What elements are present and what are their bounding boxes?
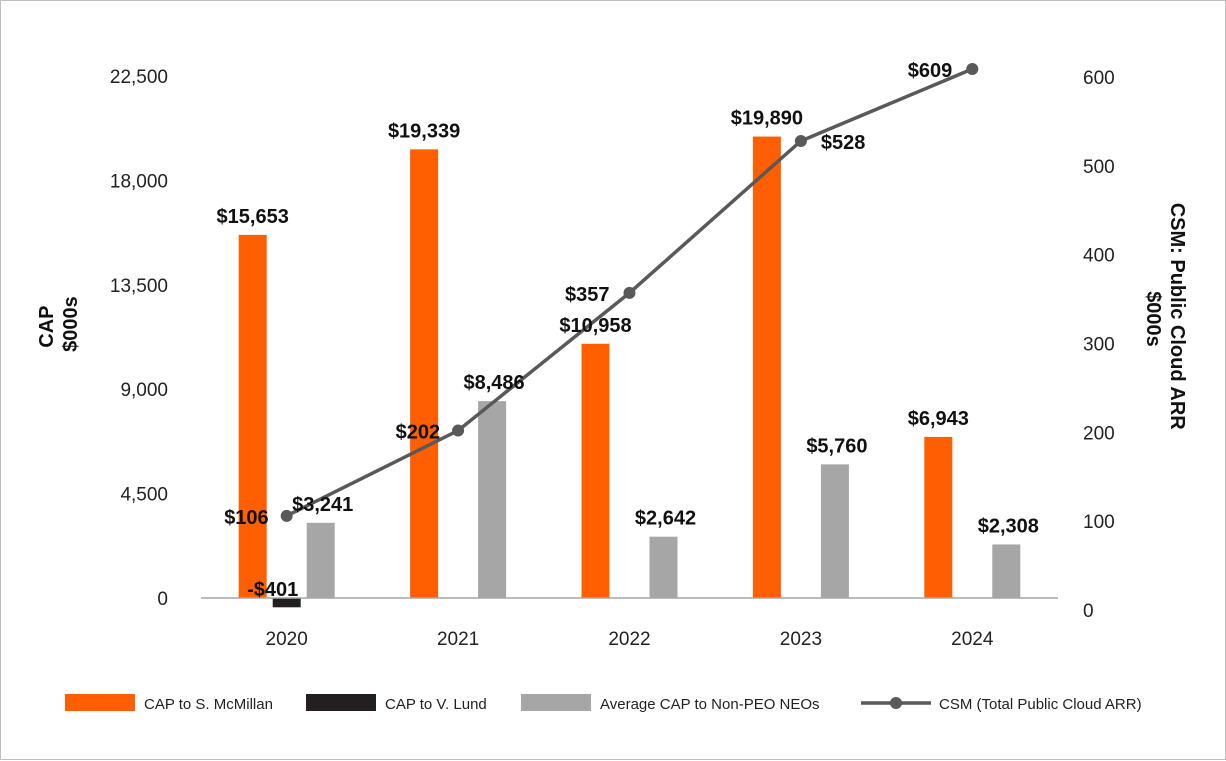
bar-cap-to-s-mcmillan-2022: [581, 343, 610, 598]
right-axis-ticks: 0 100 200 300 400 500 600: [1083, 68, 1115, 622]
bar-cap-to-s-mcmillan-2020: [238, 234, 267, 598]
data-label-cap-to-s-mcmillan-2020: $15,653: [217, 206, 289, 228]
data-label-cap-to-v-lund-2020: -$401: [247, 579, 298, 601]
bar-cap-to-s-mcmillan-2021: [410, 149, 439, 598]
right-tick-label: 600: [1083, 68, 1115, 89]
legend: CAP to S. McMillan CAP to V. Lund Averag…: [65, 694, 1142, 713]
left-axis-title-line-2: $000s: [60, 296, 82, 352]
data-label-average-cap-to-non-peo-neos-2020: $3,241: [292, 494, 353, 516]
x-tick-label-2022: 2022: [608, 629, 650, 650]
data-label-cap-to-s-mcmillan-2022: $10,958: [559, 315, 631, 337]
bar-cap-to-s-mcmillan-2023: [752, 136, 781, 598]
x-tick-label-2020: 2020: [266, 629, 308, 650]
data-label-csm-2022: $357: [565, 284, 610, 306]
legend-swatch-mcmillan: [65, 694, 135, 711]
right-axis-title-line-1: CSM: Public Cloud ARR: [1166, 203, 1188, 431]
data-label-average-cap-to-non-peo-neos-2023: $5,760: [806, 435, 867, 457]
data-label-cap-to-s-mcmillan-2023: $19,890: [731, 108, 803, 130]
right-tick-label: 300: [1083, 335, 1115, 356]
legend-swatch-lund: [306, 694, 376, 711]
bar-average-cap-to-non-peo-neos-2023: [820, 464, 849, 598]
legend-label-csm: CSM (Total Public Cloud ARR): [939, 696, 1142, 713]
x-tick-label-2024: 2024: [951, 629, 994, 650]
bars-layer: [238, 136, 1021, 608]
x-tick-label-2023: 2023: [780, 629, 822, 650]
bar-average-cap-to-non-peo-neos-2020: [306, 522, 335, 598]
legend-item-csm: CSM (Total Public Cloud ARR): [861, 696, 1142, 713]
legend-marker-csm: [890, 697, 902, 709]
legend-label-mcmillan: CAP to S. McMillan: [144, 696, 273, 713]
left-tick-label: 18,000: [110, 171, 168, 192]
point-csm-2020: [280, 509, 293, 522]
legend-item-lund: CAP to V. Lund: [306, 694, 487, 713]
line-layer: [280, 63, 979, 522]
legend-item-non-peo: Average CAP to Non-PEO NEOs: [521, 694, 820, 713]
bar-cap-to-v-lund-2020: [272, 598, 301, 608]
right-axis-title-line-2: $000s: [1142, 291, 1164, 347]
data-label-average-cap-to-non-peo-neos-2022: $2,642: [635, 508, 696, 530]
left-tick-label: 4,500: [120, 485, 168, 506]
legend-label-non-peo: Average CAP to Non-PEO NEOs: [600, 696, 820, 713]
point-csm-2023: [794, 134, 807, 147]
point-csm-2021: [452, 424, 465, 437]
right-tick-label: 500: [1083, 157, 1115, 178]
point-csm-2024: [966, 63, 979, 76]
legend-item-mcmillan: CAP to S. McMillan: [65, 694, 273, 713]
right-tick-label: 100: [1083, 512, 1115, 533]
left-tick-label: 9,000: [120, 380, 168, 401]
data-label-csm-2024: $609: [908, 60, 953, 82]
left-axis-title-line-1: CAP: [36, 306, 58, 348]
point-csm-2022: [623, 286, 636, 299]
legend-swatch-non-peo: [521, 694, 591, 711]
data-label-cap-to-s-mcmillan-2021: $19,339: [388, 120, 460, 142]
data-label-cap-to-s-mcmillan-2024: $6,943: [908, 408, 969, 430]
x-axis-ticks: 2020 2021 2022 2023 2024: [266, 629, 994, 650]
data-label-average-cap-to-non-peo-neos-2024: $2,308: [978, 515, 1039, 537]
right-tick-label: 200: [1083, 423, 1115, 444]
right-tick-label: 400: [1083, 246, 1115, 267]
left-tick-label: 22,500: [110, 67, 168, 88]
left-tick-label: 0: [157, 589, 168, 610]
legend-label-lund: CAP to V. Lund: [385, 696, 487, 713]
right-tick-label: 0: [1083, 601, 1094, 622]
right-axis-title: CSM: Public Cloud ARR $000s: [1142, 203, 1188, 436]
left-axis-title: CAP $000s: [36, 296, 82, 352]
left-axis-ticks: 0 4,500 9,000 13,500 18,000 22,500: [110, 67, 168, 610]
bar-average-cap-to-non-peo-neos-2021: [478, 401, 507, 598]
data-label-csm-2023: $528: [821, 132, 866, 154]
bar-average-cap-to-non-peo-neos-2022: [649, 536, 678, 598]
left-tick-label: 13,500: [110, 276, 168, 297]
data-label-csm-2021: $202: [396, 422, 441, 444]
bar-cap-to-s-mcmillan-2024: [924, 436, 953, 598]
bar-average-cap-to-non-peo-neos-2024: [992, 544, 1021, 598]
x-tick-label-2021: 2021: [437, 629, 479, 650]
data-labels-layer: $15,653 $19,339 $10,958 $19,890 $6,943 $3,241…: [217, 60, 1039, 601]
data-label-average-cap-to-non-peo-neos-2021: $8,486: [464, 372, 525, 394]
data-label-csm-2020: $106: [224, 507, 269, 529]
